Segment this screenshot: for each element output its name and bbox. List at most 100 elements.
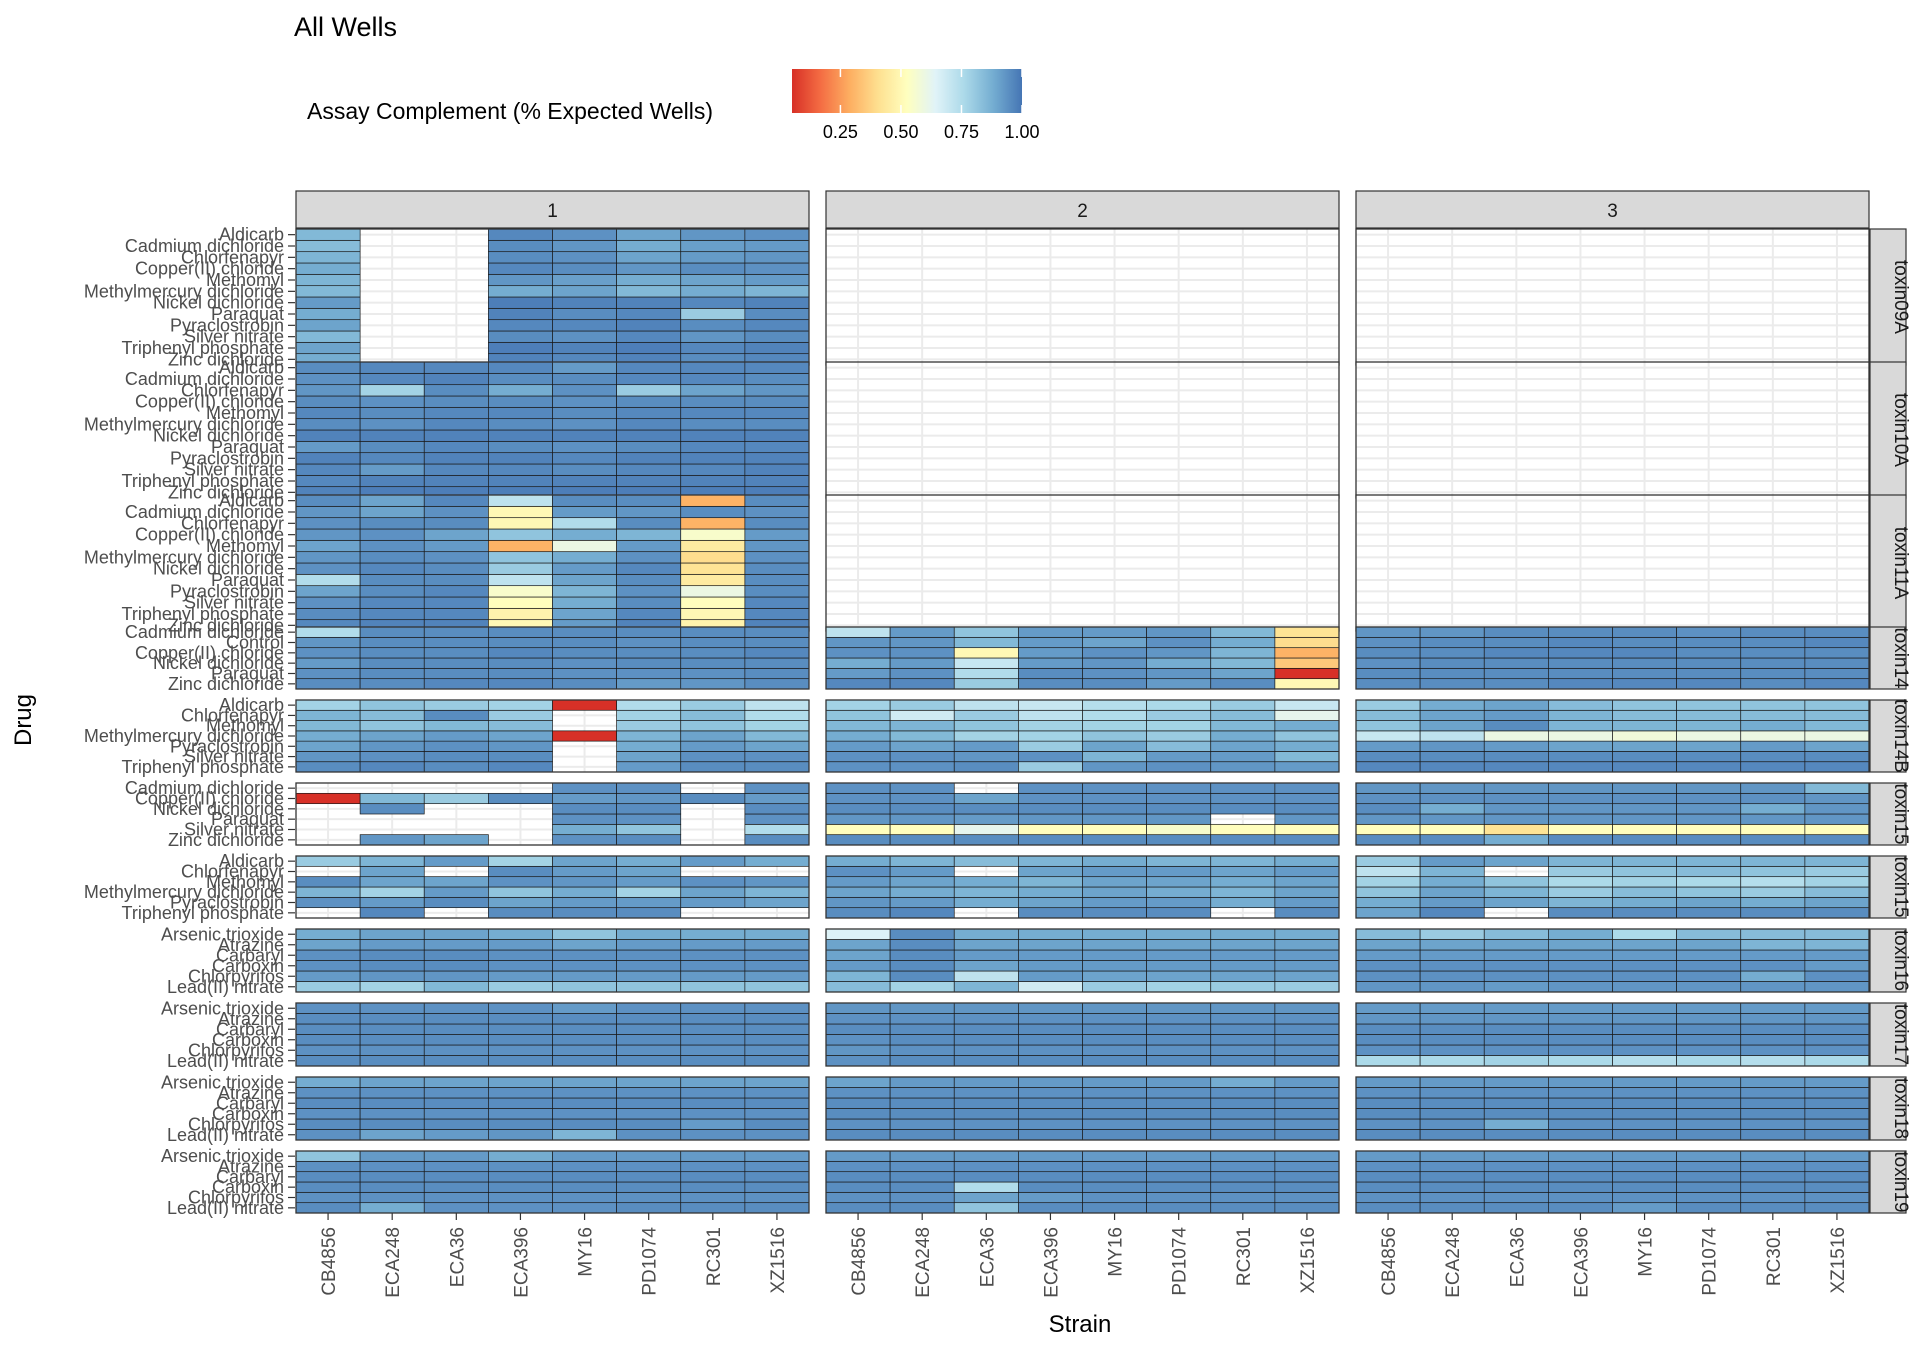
heatmap-cell xyxy=(359,834,425,846)
heatmap-cell xyxy=(616,1087,682,1099)
heatmap-cell xyxy=(1082,1150,1147,1162)
heatmap-cell xyxy=(825,1202,891,1214)
heatmap-cell xyxy=(1082,1129,1147,1141)
heatmap-cell xyxy=(1483,813,1549,825)
heatmap-cell xyxy=(552,307,617,321)
heatmap-cell xyxy=(616,709,682,721)
heatmap-cell xyxy=(488,406,553,420)
heatmap-cell xyxy=(744,960,810,972)
y-tick-label: Chlorpyrifos xyxy=(188,1188,284,1208)
heatmap-cell xyxy=(889,792,955,805)
heatmap-cell xyxy=(488,1202,553,1214)
heatmap-cell xyxy=(488,251,553,264)
heatmap-cell xyxy=(1804,1097,1870,1109)
heatmap-cell xyxy=(488,1076,553,1088)
panel-background xyxy=(1356,229,1869,365)
heatmap-cell xyxy=(1419,792,1485,805)
heatmap-cell xyxy=(552,1118,617,1130)
heatmap-cell xyxy=(359,1034,425,1046)
heatmap-cell xyxy=(552,896,617,909)
heatmap-cell xyxy=(552,505,617,519)
heatmap-cell xyxy=(953,949,1019,961)
heatmap-cell xyxy=(1676,886,1742,898)
heatmap-cell xyxy=(744,1202,810,1214)
heatmap-cell xyxy=(1146,647,1212,659)
heatmap-cell xyxy=(1355,1076,1421,1088)
heatmap-cell xyxy=(1419,761,1485,773)
heatmap-cell xyxy=(616,699,682,711)
heatmap-cell xyxy=(616,949,682,961)
heatmap-cell xyxy=(680,1097,746,1109)
heatmap-cell xyxy=(744,228,810,241)
heatmap-cell xyxy=(488,657,553,669)
heatmap-cell xyxy=(1740,1202,1806,1214)
heatmap-cell xyxy=(744,1181,810,1193)
heatmap-cell xyxy=(423,970,489,982)
heatmap-cell xyxy=(825,1191,891,1204)
heatmap-cell xyxy=(552,928,617,940)
heatmap-cell xyxy=(552,803,617,815)
heatmap-cell xyxy=(680,1150,746,1162)
heatmap-cell xyxy=(889,813,955,825)
heatmap-cell xyxy=(1146,834,1212,846)
heatmap-cell xyxy=(488,429,553,442)
panel-border xyxy=(1355,1002,1870,1067)
heatmap-cell xyxy=(616,1150,682,1162)
heatmap-cell xyxy=(1740,709,1806,721)
heatmap-cell xyxy=(1676,740,1742,752)
heatmap-cell xyxy=(295,1013,361,1025)
heatmap-cell xyxy=(1548,709,1613,721)
heatmap-cell xyxy=(488,1097,553,1109)
heatmap-cell xyxy=(1740,1034,1806,1046)
y-tick-label: Nickel dichloride xyxy=(153,293,284,313)
heatmap-cell xyxy=(616,855,682,867)
heatmap-cell xyxy=(552,792,617,805)
heatmap-cell xyxy=(616,528,682,541)
heatmap-cell xyxy=(1210,1181,1276,1193)
heatmap-cell xyxy=(1548,667,1613,680)
heatmap-cell xyxy=(1082,1055,1147,1067)
heatmap-cell xyxy=(744,551,810,564)
heatmap-cell xyxy=(825,896,891,909)
heatmap-cell xyxy=(1740,761,1806,773)
y-tick-label: Lead(II) nitrate xyxy=(167,1125,284,1145)
heatmap-cell xyxy=(616,463,682,476)
heatmap-cell xyxy=(1676,626,1742,638)
heatmap-cell xyxy=(423,1202,489,1214)
colorbar-legend: 0.25 0.50 0.75 1.00 xyxy=(792,69,1040,142)
heatmap-cell xyxy=(359,803,425,815)
heatmap-cell xyxy=(295,307,361,321)
y-tick-label: Silver nitrate xyxy=(184,460,284,480)
heatmap-cell xyxy=(488,505,553,519)
heatmap-cell xyxy=(1548,876,1613,888)
panel-background xyxy=(826,495,1339,631)
y-tick-label: Paraquat xyxy=(211,809,284,829)
heatmap-cell xyxy=(953,886,1019,898)
heatmap-cell xyxy=(825,907,891,919)
heatmap-cell xyxy=(1548,1129,1613,1141)
heatmap-cell xyxy=(1146,855,1212,867)
heatmap-cell xyxy=(616,319,682,332)
heatmap-cell xyxy=(825,792,891,805)
heatmap-cell xyxy=(1612,970,1677,982)
heatmap-cell xyxy=(295,1055,361,1067)
heatmap-cell xyxy=(295,395,361,408)
heatmap-cell xyxy=(1676,876,1742,888)
heatmap-cell xyxy=(1804,792,1870,805)
heatmap-cell xyxy=(616,1055,682,1067)
heatmap-cell xyxy=(744,939,810,951)
heatmap-cell xyxy=(359,886,425,898)
y-tick-label: Zinc dichloride xyxy=(168,830,284,850)
heatmap-cell xyxy=(359,372,425,386)
heatmap-cell xyxy=(295,296,361,309)
heatmap-cell xyxy=(488,949,553,961)
heatmap-cell xyxy=(889,761,955,773)
heatmap-cell xyxy=(1483,1023,1549,1035)
heatmap-cell xyxy=(1676,1129,1742,1141)
row-strip xyxy=(1869,928,1907,993)
heatmap-cell xyxy=(1676,1002,1742,1014)
y-tick-label: Triphenyl phosphate xyxy=(122,471,284,491)
heatmap-cell xyxy=(825,876,891,888)
heatmap-cell xyxy=(1082,792,1147,805)
heatmap-cell xyxy=(825,636,891,649)
